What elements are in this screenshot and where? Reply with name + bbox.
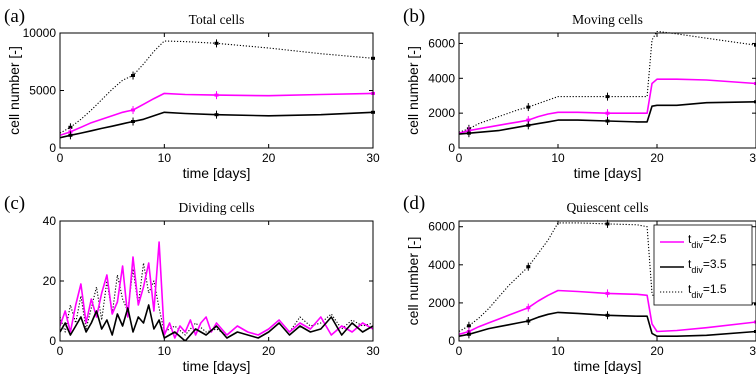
y-tick-label: 40 [43,214,57,228]
panel-letter: (a) [4,6,25,27]
data-marker [754,302,756,306]
panel-title: Total cells [189,12,245,27]
data-marker [754,100,756,104]
x-axis-label: time [days] [574,165,642,181]
y-tick-label: 4000 [428,71,455,85]
axes-frame [458,32,756,149]
x-axis-label: time [days] [183,358,251,374]
panel-d: (d) Quiescent cells 0 10 20 30 0 2000 4000 6000 ti… [403,193,756,374]
series-line [459,101,756,135]
series-line [459,78,756,134]
series-line [459,222,756,332]
x-tick-label: 10 [158,344,172,358]
axes-frame [458,220,756,342]
x-tick-label: 0 [456,344,463,358]
panel-title: Moving cells [572,12,643,27]
y-tick-label: 4000 [428,258,455,272]
axes-frame [59,32,374,149]
y-tick-label: 5000 [29,84,56,98]
x-tick-label: 10 [158,151,172,165]
legend-box [653,224,753,306]
legend: tdiv=2.5 tdiv=3.5 tdiv=1.5 [653,224,753,306]
y-tick-label: 0 [448,334,455,348]
y-tick-label: 20 [43,274,57,288]
panel-letter: (d) [403,193,425,214]
y-tick-label: 2000 [428,296,455,310]
panel-c: (c) Dividing cells 0 10 20 30 0 20 40 time [days] [4,193,380,374]
series-line [459,289,756,336]
y-tick-label: 0 [448,141,455,155]
x-tick-label: 0 [456,151,463,165]
x-tick-label: 30 [366,151,380,165]
legend-entry: tdiv=1.5 [688,282,727,300]
data-marker [754,320,756,324]
series-line [60,111,373,139]
series-line [60,40,373,134]
legend-entry: tdiv=2.5 [688,232,727,250]
x-tick-label: 20 [262,344,276,358]
x-tick-label: 10 [551,344,565,358]
y-tick-label: 10000 [23,26,57,40]
y-tick-label: 2000 [428,106,455,120]
y-tick-label: 0 [49,334,56,348]
data-marker [754,82,756,85]
y-axis-label: cell number [-] [405,46,421,135]
series-line [60,262,373,336]
data-marker [754,330,756,333]
x-tick-label: 0 [57,151,64,165]
series-line [459,311,756,338]
y-tick-label: 0 [49,141,56,155]
panel-letter: (c) [4,193,25,214]
panel-letter: (b) [403,6,425,27]
x-tick-label: 0 [57,344,64,358]
x-tick-label: 30 [366,344,380,358]
x-tick-label: 10 [551,151,565,165]
series-line [60,241,373,339]
panel-title: Dividing cells [178,200,254,215]
x-axis-label: time [days] [574,358,642,374]
legend-entry: tdiv=3.5 [688,257,727,275]
x-tick-label: 20 [262,151,276,165]
data-marker [754,43,756,47]
x-tick-label: 20 [650,344,664,358]
x-tick-label: 20 [650,151,664,165]
series-line [60,92,373,137]
x-axis-label: time [days] [183,165,251,181]
y-axis-label: cell number [-] [405,237,421,326]
y-tick-label: 6000 [428,36,455,50]
panel-b: (b) Moving cells 0 10 20 30 0 2000 4000 6000 time … [403,6,756,181]
x-tick-label: 30 [749,151,756,165]
y-tick-label: 6000 [428,220,455,234]
panel-title: Quiescent cells [566,200,648,215]
y-axis-label: cell number [-] [6,46,22,135]
x-tick-label: 30 [749,344,756,358]
series-line [459,31,756,133]
panel-a: (a) Total cells 0 10 20 30 0 5000 10000 time [day… [4,6,380,181]
